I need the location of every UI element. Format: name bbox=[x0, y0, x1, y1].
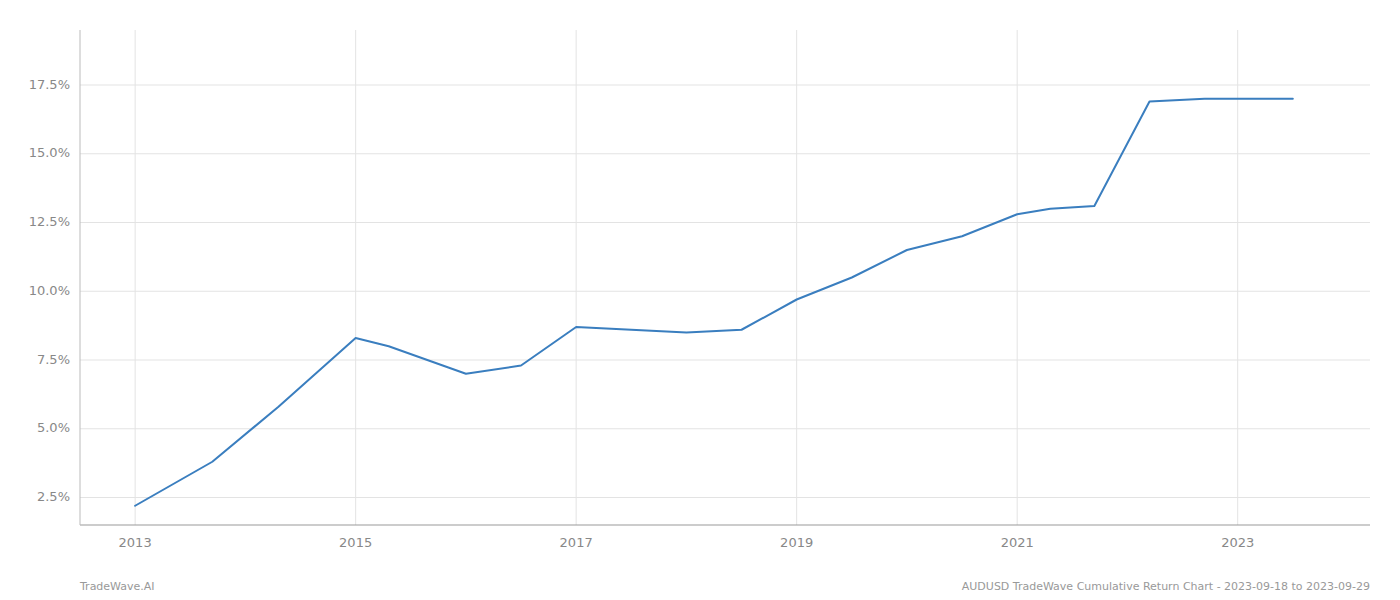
y-grid-line bbox=[80, 85, 1370, 86]
y-tick-label: 12.5% bbox=[29, 214, 70, 229]
y-grid-line bbox=[80, 153, 1370, 154]
y-grid-line bbox=[80, 360, 1370, 361]
y-grid-line bbox=[80, 428, 1370, 429]
y-grid-line bbox=[80, 222, 1370, 223]
grid bbox=[80, 30, 1370, 525]
y-tick-label: 7.5% bbox=[37, 352, 70, 367]
x-grid-line bbox=[576, 30, 577, 525]
y-grid-line bbox=[80, 497, 1370, 498]
x-grid-line bbox=[1017, 30, 1018, 525]
y-tick-label: 17.5% bbox=[29, 77, 70, 92]
x-grid-line bbox=[796, 30, 797, 525]
plot-area bbox=[135, 99, 1293, 506]
x-grid-line bbox=[135, 30, 136, 525]
x-tick-label: 2019 bbox=[780, 535, 813, 550]
x-tick-label: 2015 bbox=[339, 535, 372, 550]
y-tick-label: 15.0% bbox=[29, 145, 70, 160]
footer-right: AUDUSD TradeWave Cumulative Return Chart… bbox=[962, 580, 1370, 593]
chart-container: 2.5% 5.0% 7.5% 10.0% 12.5% 15.0% 17.5% 2013 2015… bbox=[0, 0, 1400, 600]
y-tick-label: 10.0% bbox=[29, 283, 70, 298]
x-tick-label: 2023 bbox=[1221, 535, 1254, 550]
footer-left: TradeWave.AI bbox=[79, 580, 155, 593]
x-tick-label: 2013 bbox=[119, 535, 152, 550]
y-grid-line bbox=[80, 291, 1370, 292]
x-tick-label: 2017 bbox=[560, 535, 593, 550]
x-tick-label: 2021 bbox=[1001, 535, 1034, 550]
y-tick-label: 5.0% bbox=[37, 420, 70, 435]
x-axis-line bbox=[80, 525, 1370, 526]
y-axis-line bbox=[80, 30, 81, 525]
x-grid-line bbox=[355, 30, 356, 525]
chart-svg: 2.5% 5.0% 7.5% 10.0% 12.5% 15.0% 17.5% 2013 2015… bbox=[0, 0, 1400, 600]
y-tick-label: 2.5% bbox=[37, 489, 70, 504]
tick-labels: 2.5% 5.0% 7.5% 10.0% 12.5% 15.0% 17.5% 2013 2015… bbox=[29, 77, 1255, 551]
x-grid-line bbox=[1237, 30, 1238, 525]
line-series bbox=[135, 99, 1293, 506]
